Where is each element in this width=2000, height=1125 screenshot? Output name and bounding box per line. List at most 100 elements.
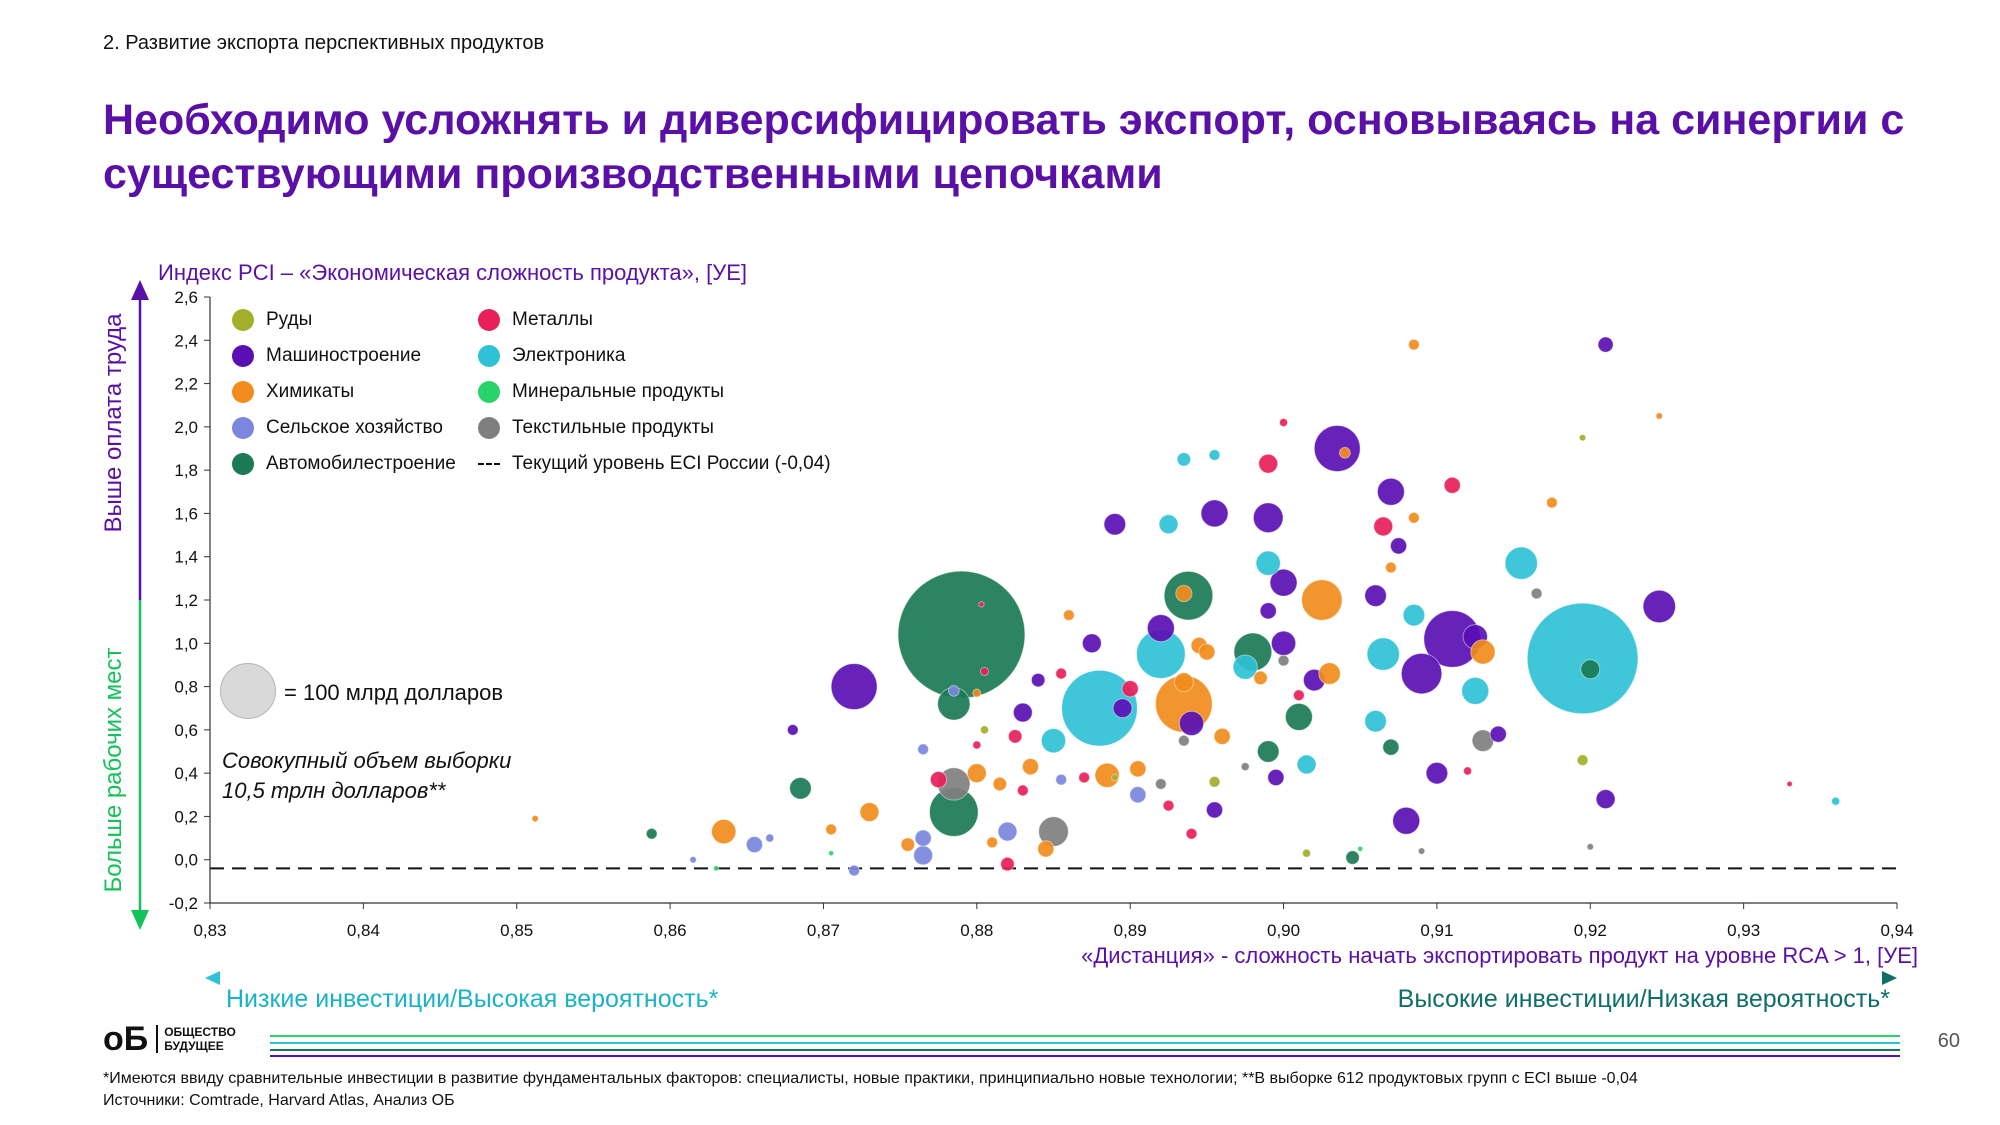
data-bubble <box>1176 452 1192 467</box>
x-tick-label: 0,90 <box>1267 921 1300 940</box>
data-bubble <box>1373 516 1394 537</box>
legend-swatch <box>232 453 254 475</box>
data-bubble <box>1345 850 1360 865</box>
data-bubble <box>1284 702 1313 731</box>
data-bubble <box>1578 433 1587 442</box>
data-bubble <box>1037 840 1055 858</box>
x-tick-label: 0,88 <box>960 921 993 940</box>
x-tick-label: 0,93 <box>1727 921 1760 940</box>
low-investment-label: Низкие инвестиции/Высокая вероятность* <box>226 985 719 1013</box>
data-bubble <box>1012 702 1033 723</box>
data-bubble <box>1175 584 1193 603</box>
y-tick-label: 1,0 <box>174 634 198 653</box>
data-bubble <box>1255 550 1281 576</box>
right-arrow-icon <box>1882 971 1897 985</box>
data-bubble <box>1425 761 1449 785</box>
data-bubble <box>1205 801 1224 819</box>
y-tick-label: -0,2 <box>169 894 198 913</box>
data-bubble <box>1103 512 1127 536</box>
data-bubble <box>972 688 982 698</box>
y-tick-label: 0,6 <box>174 721 198 740</box>
data-bubble <box>1292 689 1305 702</box>
data-bubble <box>897 570 1026 699</box>
data-bubble <box>1302 848 1312 858</box>
footnote: *Имеются ввиду сравнительные инвестиции … <box>103 1068 1638 1112</box>
data-bubble <box>1277 654 1290 667</box>
legend-swatch <box>478 309 500 331</box>
legend-label: Текстильные продукты <box>512 417 714 438</box>
data-bubble <box>830 663 878 711</box>
x-tick-label: 0,87 <box>807 921 840 940</box>
legend-swatch <box>478 417 500 439</box>
left-arrow-icon <box>205 971 220 985</box>
data-bubble <box>1000 856 1015 872</box>
data-bubble <box>1313 425 1361 472</box>
data-bubble <box>1252 502 1284 534</box>
size-key-label: = 100 млрд долларов <box>284 680 504 705</box>
data-bubble <box>1030 672 1046 688</box>
data-bubble <box>1240 762 1250 772</box>
data-bubble <box>1007 729 1023 744</box>
y-tick-label: 0,0 <box>174 851 198 870</box>
x-axis-title: «Дистанция» - сложность начать экспортир… <box>1081 943 1918 968</box>
x-tick-label: 0,91 <box>1420 921 1453 940</box>
data-bubble <box>1389 537 1408 555</box>
page-number: 60 <box>1937 1030 1960 1052</box>
legend-swatch <box>232 345 254 367</box>
size-key-bubble <box>220 663 276 719</box>
data-bubble <box>1655 412 1664 420</box>
data-bubble <box>1301 579 1343 621</box>
data-bubble <box>1595 789 1616 810</box>
section-label: 2. Развитие экспорта перспективных проду… <box>103 32 545 54</box>
legend-item: Руды <box>232 306 312 334</box>
data-bubble <box>913 845 934 866</box>
data-bubble <box>1094 762 1120 788</box>
data-bubble <box>1296 754 1317 775</box>
data-bubble <box>531 814 539 823</box>
legend-label: Минеральные продукты <box>512 381 725 402</box>
data-bubble <box>1208 775 1221 788</box>
footnote-line-2: Источники: Comtrade, Harvard Atlas, Анал… <box>103 1092 455 1109</box>
legend-item: Сельское хозяйство <box>232 414 443 442</box>
legend-swatch <box>478 345 500 367</box>
data-bubble <box>1580 659 1601 680</box>
data-bubble <box>1256 740 1280 763</box>
legend-label: Текущий уровень ECI России (-0,04) <box>512 453 831 474</box>
x-tick-label: 0,89 <box>1114 921 1147 940</box>
data-bubble <box>711 818 737 845</box>
y-tick-label: 0,8 <box>174 678 198 697</box>
data-bubble <box>765 833 775 843</box>
data-bubble <box>1146 614 1175 643</box>
down-arrow-icon <box>131 910 149 930</box>
data-bubble <box>1376 477 1405 506</box>
higher-wages-label: Выше оплата труда <box>100 313 127 533</box>
footer-decorative-lines <box>270 1035 1900 1057</box>
data-bubble <box>1463 766 1473 776</box>
data-bubble <box>848 864 861 877</box>
x-tick-label: 0,84 <box>347 921 380 940</box>
legend-item: Текущий уровень ECI России (-0,04) <box>478 450 831 478</box>
data-bubble <box>1213 727 1231 745</box>
legend-label: Химикаты <box>266 381 355 402</box>
data-bubble <box>978 601 985 608</box>
data-bubble <box>1198 643 1216 661</box>
legend-item: Машиностроение <box>232 342 421 370</box>
data-bubble <box>900 837 916 852</box>
data-bubble <box>1259 602 1277 620</box>
data-bubble <box>1173 672 1194 693</box>
y-tick-label: 0,4 <box>174 764 198 783</box>
data-bubble <box>1112 698 1133 719</box>
up-arrow-icon <box>131 280 149 300</box>
data-bubble <box>789 776 812 800</box>
data-bubble <box>917 743 930 756</box>
data-bubble <box>1357 845 1364 852</box>
data-bubble <box>1121 680 1139 698</box>
data-bubble <box>979 666 990 676</box>
data-bubble <box>972 740 982 750</box>
data-bubble <box>1338 446 1351 459</box>
data-bubble <box>1642 589 1676 624</box>
data-bubble <box>929 771 948 789</box>
data-bubble <box>1055 773 1068 786</box>
y-tick-label: 1,4 <box>174 548 198 567</box>
data-bubble <box>997 821 1018 842</box>
